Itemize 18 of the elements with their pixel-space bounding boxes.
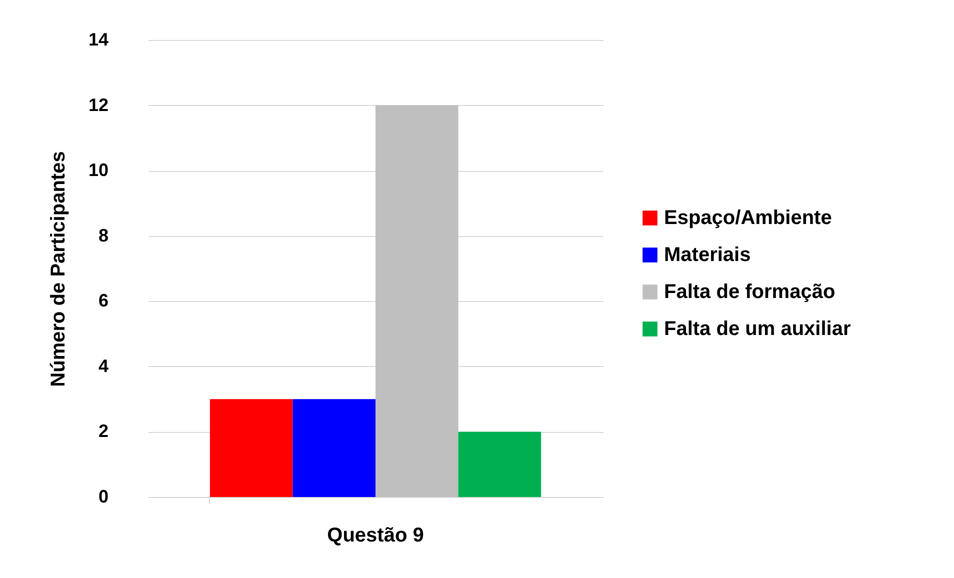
bar [458,432,542,497]
y-tick-label: 14 [88,30,108,50]
y-tick-label: 12 [88,94,108,115]
legend-label: Falta de um auxiliar [664,318,851,340]
y-tick-label: 0 [98,486,108,506]
y-tick-label: 6 [98,290,108,311]
y-tick-label: 4 [98,356,108,376]
bar [292,399,376,497]
y-tick-label: 8 [98,225,108,246]
legend-label: Falta de formação [664,281,836,303]
bar [210,399,293,497]
x-tick-label: Questão 9 [327,524,424,546]
y-tick-label: 2 [98,421,108,442]
y-axis-title: Número de Participantes [47,151,70,387]
y-tick-label: 10 [88,160,108,180]
legend-label: Espaço/Ambiente [664,207,832,229]
bar [376,105,458,497]
legend-label: Materiais [664,244,751,266]
